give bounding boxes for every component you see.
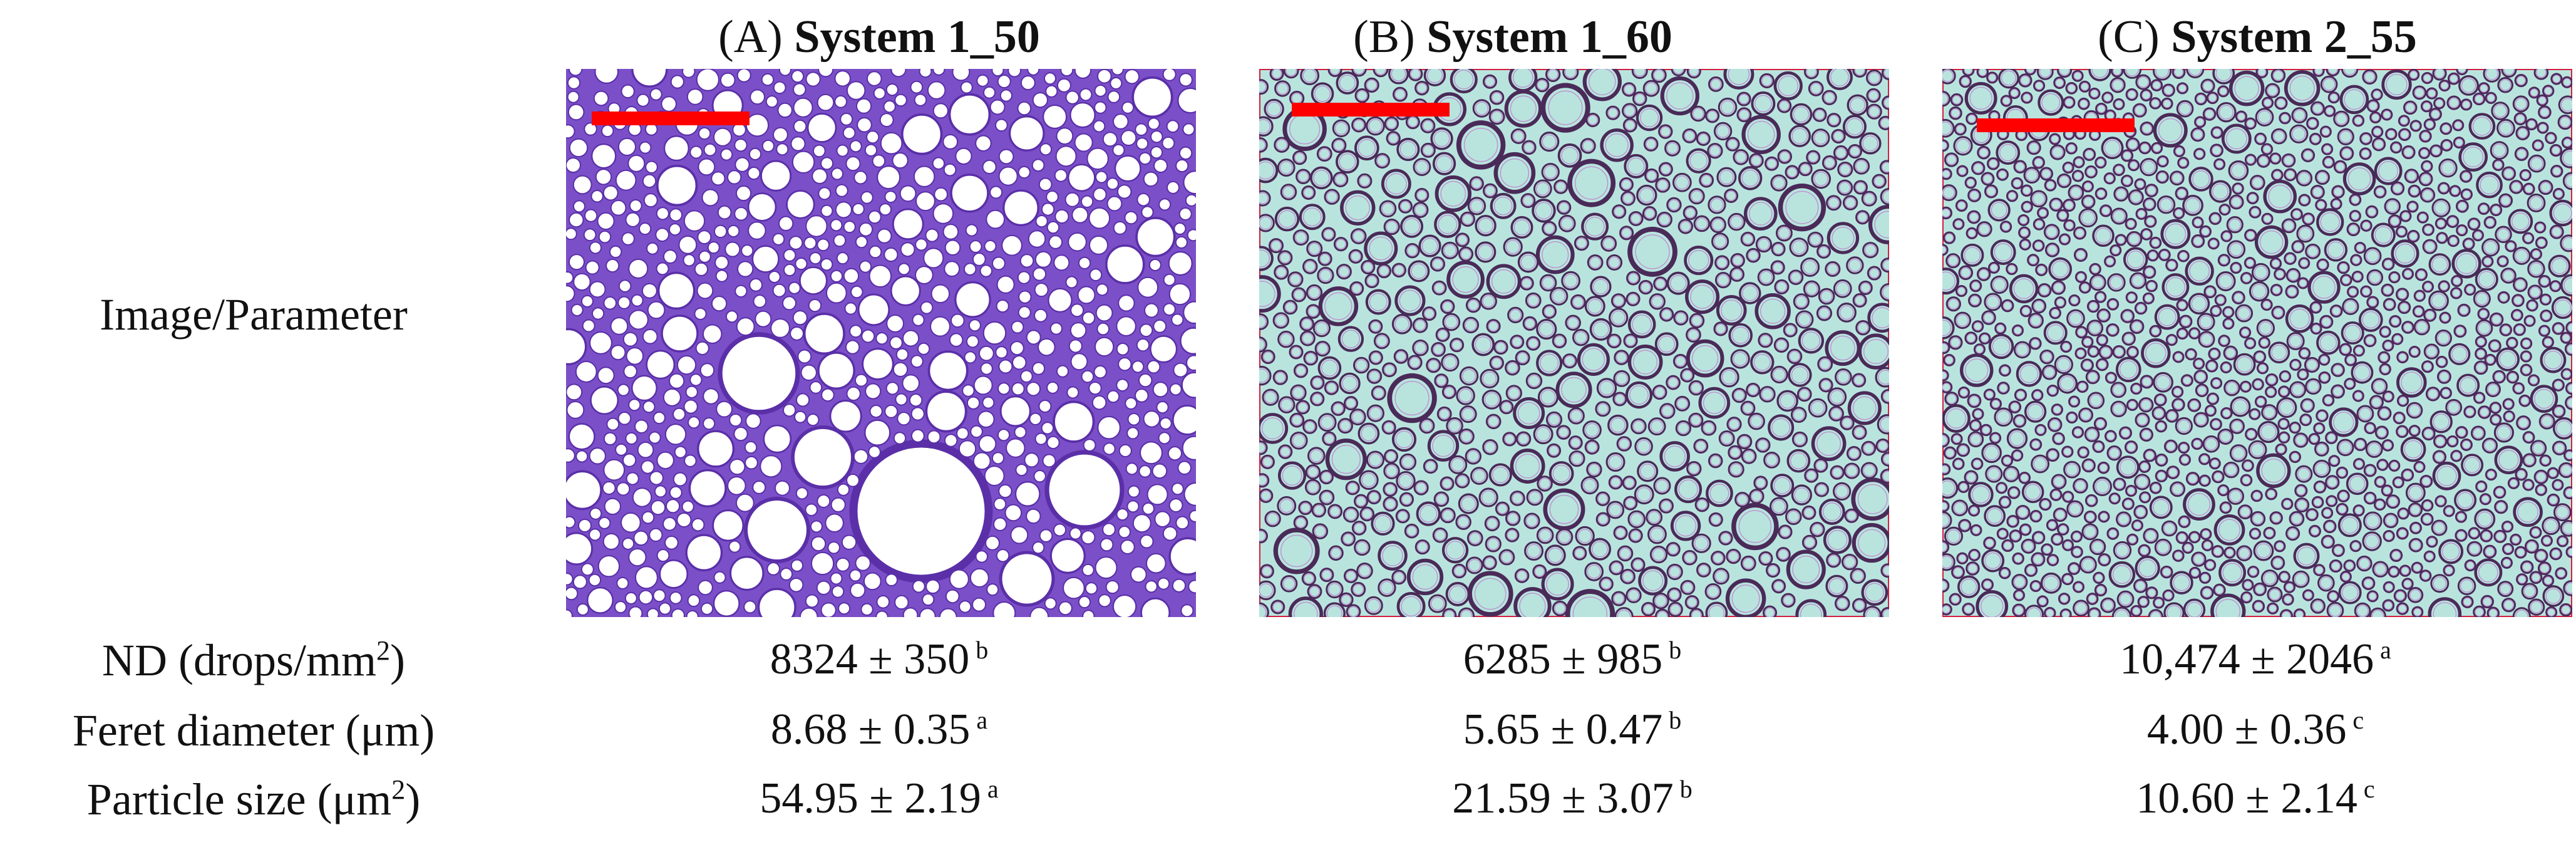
cell-significance-letter: b [1669,635,1682,664]
column-letter: (C) [2098,11,2160,63]
column-letter: (A) [718,11,783,63]
cell-significance-letter: b [976,635,989,664]
cell-feret-a: 8.68 ± 0.35 a [566,705,1192,754]
cell-value: 4.00 ± 0.36 [2146,705,2347,754]
cell-particle-c: 10.60 ± 2.14 c [1942,774,2568,823]
cell-significance-letter: a [2380,635,2391,664]
cell-significance-letter: a [987,774,999,803]
cell-nd-a: 8324 ± 350 b [566,635,1192,683]
scale-bar-c [1977,118,2135,132]
row-label-particle-size: Particle size (μm2) [0,774,507,824]
micrograph-b [1259,69,1889,617]
column-title-c: (C) System 2_55 [1944,14,2570,60]
cell-significance-letter: a [976,705,988,734]
micrograph-c [1942,69,2572,617]
column-letter: (B) [1353,11,1415,63]
cell-value: 8324 ± 350 [770,635,970,683]
row-label-tail: ) [390,635,405,685]
cell-particle-a: 54.95 ± 2.19 a [566,774,1192,823]
cell-significance-letter: b [1679,774,1692,803]
cell-value: 5.65 ± 0.47 [1463,705,1663,754]
cell-significance-letter: c [2352,705,2364,734]
column-title-a: (A) System 1_50 [566,14,1192,60]
cell-particle-b: 21.59 ± 3.07 b [1259,774,1885,823]
column-title-b: (B) System 1_60 [1200,14,1826,60]
cell-feret-b: 5.65 ± 0.47 b [1259,705,1885,754]
row-label-nd: ND (drops/mm2) [0,635,507,685]
micrograph-a-image [566,69,1196,617]
scale-bar-b [1292,103,1450,117]
cell-value: 10.60 ± 2.14 [2136,774,2357,823]
cell-nd-c: 10,474 ± 2046 a [1942,635,2568,683]
cell-nd-b: 6285 ± 985 b [1259,635,1885,683]
row-label-superscript: 2 [391,774,406,805]
cell-significance-letter: b [1669,705,1682,734]
column-name: System 2_55 [2171,11,2417,63]
micrograph-a [566,69,1196,617]
row-label-superscript: 2 [376,635,390,666]
row-header-label: Image/Parameter [100,289,408,340]
scale-bar-a [592,112,750,125]
micrograph-b-image [1259,69,1889,617]
row-label-text: Feret diameter (μm) [72,705,435,756]
cell-value: 54.95 ± 2.19 [760,774,981,823]
cell-significance-letter: c [2363,774,2375,803]
row-label-tail: ) [405,774,421,824]
cell-value: 6285 ± 985 [1463,635,1663,683]
row-label-text: Particle size (μm [86,774,392,824]
column-name: System 1_60 [1426,11,1672,63]
cell-value: 10,474 ± 2046 [2120,635,2374,683]
column-name: System 1_50 [794,11,1040,63]
cell-value: 8.68 ± 0.35 [770,705,971,754]
row-label-feret: Feret diameter (μm) [0,708,507,753]
row-label-text: ND (drops/mm [102,635,376,685]
cell-value: 21.59 ± 3.07 [1452,774,1674,823]
cell-feret-c: 4.00 ± 0.36 c [1942,705,2568,754]
micrograph-c-image [1942,69,2572,617]
